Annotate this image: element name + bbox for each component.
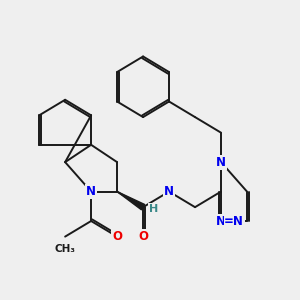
Polygon shape bbox=[117, 192, 145, 210]
Text: CH₃: CH₃ bbox=[55, 244, 76, 254]
Text: O: O bbox=[138, 230, 148, 243]
Text: O: O bbox=[112, 230, 122, 243]
Text: N: N bbox=[216, 214, 226, 227]
Text: N: N bbox=[216, 156, 226, 169]
Text: =N: =N bbox=[224, 214, 244, 227]
Text: N: N bbox=[164, 185, 174, 198]
Text: H: H bbox=[149, 204, 158, 214]
Text: N: N bbox=[86, 185, 96, 198]
